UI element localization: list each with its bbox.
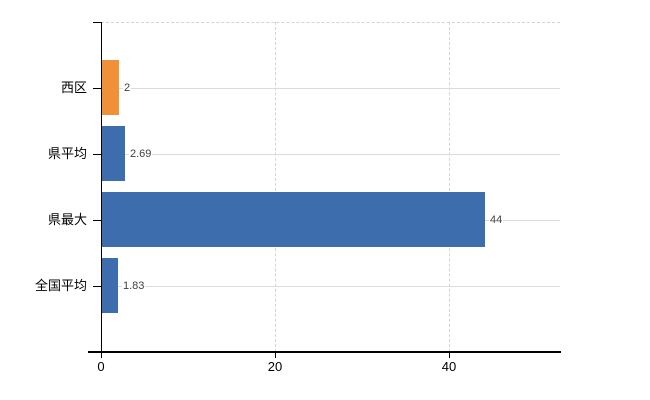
value-label: 2	[123, 81, 132, 95]
y-axis-tick	[93, 286, 101, 287]
x-gridline	[275, 22, 276, 352]
category-label: 全国平均	[34, 278, 87, 293]
x-tick-label: 0	[97, 359, 105, 374]
category-label: 県最大	[47, 212, 87, 227]
bar	[102, 60, 119, 115]
value-label: 2.69	[129, 147, 153, 161]
category-gridline	[101, 154, 560, 155]
x-tick-label: 20	[267, 359, 283, 374]
x-tick-label: 40	[441, 359, 457, 374]
y-axis-tick	[93, 22, 101, 23]
x-axis-tick	[101, 352, 102, 358]
y-axis-tick	[93, 220, 101, 221]
x-axis-tick	[275, 352, 276, 358]
y-axis-line	[101, 22, 102, 352]
category-gridline	[101, 88, 560, 89]
x-gridline	[449, 22, 450, 352]
category-label: 県平均	[47, 146, 87, 161]
category-gridline	[101, 286, 560, 287]
value-label: 1.83	[122, 279, 146, 293]
bar	[102, 192, 485, 247]
x-axis-line	[88, 351, 561, 353]
x-axis-tick	[449, 352, 450, 358]
plot-top-border	[101, 22, 560, 23]
bar	[102, 126, 125, 181]
y-axis-tick	[93, 88, 101, 89]
y-axis-tick	[93, 154, 101, 155]
value-label: 44	[489, 213, 504, 227]
bar	[102, 258, 118, 313]
category-label: 西区	[60, 80, 87, 95]
